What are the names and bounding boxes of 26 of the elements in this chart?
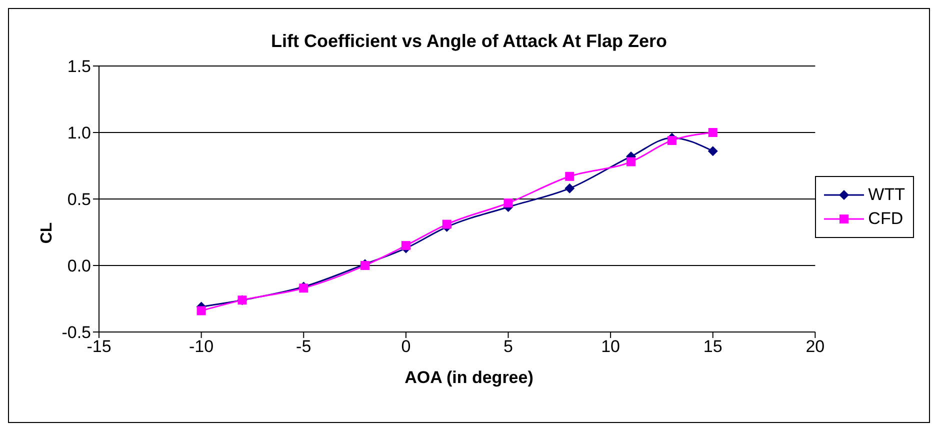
y-tick-label: 0.0 <box>67 256 91 276</box>
point <box>565 172 574 181</box>
point <box>708 128 718 137</box>
x-tick-label: -5 <box>296 337 312 356</box>
point <box>564 183 575 194</box>
x-tick-label: 0 <box>401 337 411 356</box>
legend-label: CFD <box>868 209 904 229</box>
point <box>504 198 513 208</box>
x-tick-label: 15 <box>703 337 722 356</box>
y-tick-label: 1.0 <box>67 124 91 143</box>
y-tick-label: 0.5 <box>67 190 91 210</box>
legend-label: WTT <box>868 185 905 205</box>
point <box>401 241 410 250</box>
y-axis-title: CL <box>38 222 57 244</box>
x-tick-label: -10 <box>189 337 214 356</box>
x-tick-label: 5 <box>504 337 513 356</box>
point <box>708 146 718 156</box>
point <box>667 136 676 145</box>
x-tick-label: 10 <box>601 337 620 356</box>
y-tick-label: 1.5 <box>67 57 91 76</box>
chart-title: Lift Coefficient vs Angle of Attack At Flap Zero <box>270 31 668 52</box>
point <box>442 220 452 229</box>
point <box>626 157 636 166</box>
point <box>196 306 206 316</box>
x-axis-title: AOA (in degree) <box>404 368 534 388</box>
x-tick-label: 20 <box>806 337 825 356</box>
